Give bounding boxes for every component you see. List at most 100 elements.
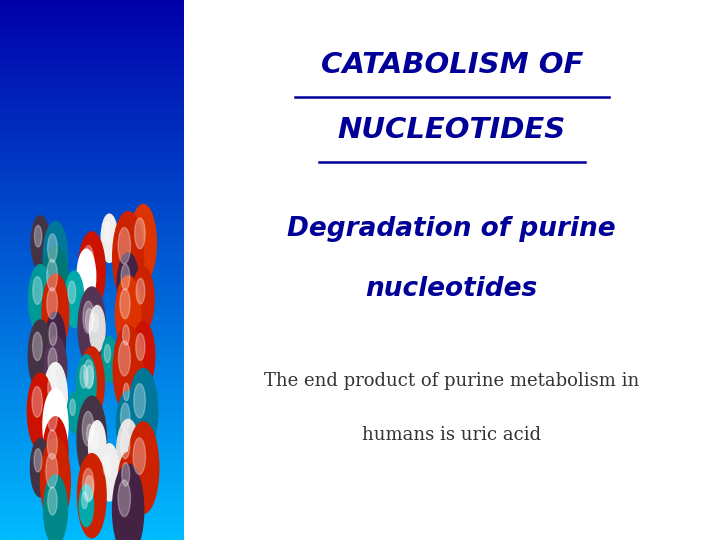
Circle shape xyxy=(43,389,68,462)
Circle shape xyxy=(118,227,130,264)
Circle shape xyxy=(122,325,130,345)
Circle shape xyxy=(27,373,53,450)
Circle shape xyxy=(43,417,68,490)
Circle shape xyxy=(83,246,94,277)
Text: CATABOLISM OF: CATABOLISM OF xyxy=(320,51,583,79)
Circle shape xyxy=(85,251,94,276)
Circle shape xyxy=(79,484,94,526)
Circle shape xyxy=(81,464,102,527)
Circle shape xyxy=(48,430,58,459)
Circle shape xyxy=(44,336,67,403)
Circle shape xyxy=(86,366,93,388)
Text: nucleotides: nucleotides xyxy=(366,276,538,302)
Circle shape xyxy=(44,475,68,540)
Circle shape xyxy=(45,312,66,370)
Circle shape xyxy=(44,362,67,433)
Circle shape xyxy=(102,336,117,382)
Circle shape xyxy=(113,326,143,413)
Circle shape xyxy=(120,316,137,367)
Circle shape xyxy=(86,308,94,332)
Circle shape xyxy=(47,288,58,319)
Circle shape xyxy=(92,314,99,332)
Circle shape xyxy=(40,438,71,525)
Circle shape xyxy=(32,387,42,417)
Circle shape xyxy=(82,299,102,356)
Circle shape xyxy=(117,253,139,318)
Circle shape xyxy=(129,369,158,454)
Circle shape xyxy=(68,281,76,303)
Circle shape xyxy=(118,480,130,517)
Circle shape xyxy=(30,438,50,497)
Circle shape xyxy=(78,454,106,538)
Circle shape xyxy=(83,356,101,410)
Circle shape xyxy=(35,225,42,247)
Circle shape xyxy=(117,420,140,488)
Text: The end product of purine metabolism in: The end product of purine metabolism in xyxy=(264,372,639,390)
Circle shape xyxy=(48,402,58,431)
Text: humans is uric acid: humans is uric acid xyxy=(362,426,541,444)
Circle shape xyxy=(81,259,88,281)
Circle shape xyxy=(42,274,69,353)
Circle shape xyxy=(77,249,96,304)
Circle shape xyxy=(28,320,53,391)
Circle shape xyxy=(83,301,94,333)
Circle shape xyxy=(101,214,117,262)
Circle shape xyxy=(83,468,94,502)
Circle shape xyxy=(34,449,42,472)
Circle shape xyxy=(29,265,52,334)
Circle shape xyxy=(133,438,145,475)
Circle shape xyxy=(89,421,106,471)
Circle shape xyxy=(104,222,111,242)
Circle shape xyxy=(104,345,110,363)
Circle shape xyxy=(79,347,104,420)
Circle shape xyxy=(121,376,135,419)
Circle shape xyxy=(89,306,105,352)
Circle shape xyxy=(48,375,57,403)
Circle shape xyxy=(134,383,145,418)
Circle shape xyxy=(67,392,81,433)
Circle shape xyxy=(136,333,145,360)
Circle shape xyxy=(85,476,94,501)
Circle shape xyxy=(113,212,143,302)
Circle shape xyxy=(32,332,42,361)
Circle shape xyxy=(86,424,93,443)
Circle shape xyxy=(127,422,159,514)
Circle shape xyxy=(48,234,58,262)
Circle shape xyxy=(78,287,105,367)
Circle shape xyxy=(70,399,76,415)
Circle shape xyxy=(84,360,94,389)
Circle shape xyxy=(48,487,57,515)
Circle shape xyxy=(99,444,119,501)
Circle shape xyxy=(121,264,130,290)
Circle shape xyxy=(122,463,130,486)
Circle shape xyxy=(112,464,144,540)
Circle shape xyxy=(120,403,130,431)
Circle shape xyxy=(132,321,155,389)
Circle shape xyxy=(115,276,141,350)
Circle shape xyxy=(46,453,58,488)
Circle shape xyxy=(76,355,96,413)
Circle shape xyxy=(130,205,156,281)
Circle shape xyxy=(120,431,130,459)
Text: Degradation of purine: Degradation of purine xyxy=(287,217,616,242)
Circle shape xyxy=(119,341,130,376)
Circle shape xyxy=(123,383,130,401)
Circle shape xyxy=(48,348,57,374)
Circle shape xyxy=(84,416,100,463)
Circle shape xyxy=(49,322,57,346)
Text: NUCLEOTIDES: NUCLEOTIDES xyxy=(338,116,566,144)
Circle shape xyxy=(132,267,154,331)
Circle shape xyxy=(118,453,138,511)
Circle shape xyxy=(65,271,84,328)
Circle shape xyxy=(42,246,69,325)
Circle shape xyxy=(78,232,105,310)
Circle shape xyxy=(77,396,107,483)
Circle shape xyxy=(33,276,42,305)
Circle shape xyxy=(43,221,68,293)
Circle shape xyxy=(136,278,145,304)
Circle shape xyxy=(31,216,50,270)
Circle shape xyxy=(81,492,87,509)
Circle shape xyxy=(47,259,58,291)
Circle shape xyxy=(103,454,111,477)
Circle shape xyxy=(135,218,145,249)
